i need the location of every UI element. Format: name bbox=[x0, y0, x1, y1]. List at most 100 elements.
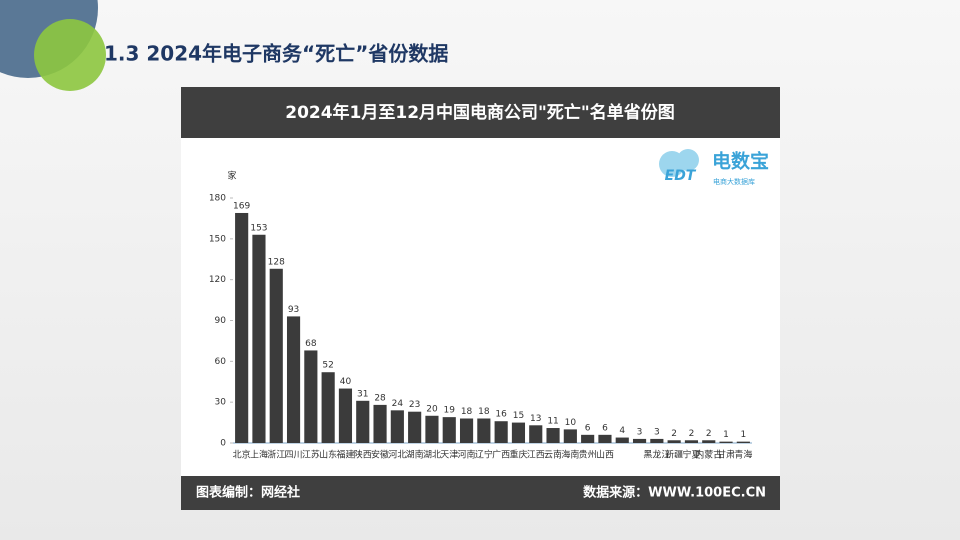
x-tick-label: 广西 bbox=[492, 449, 510, 461]
x-tick-label: 黑龙江 bbox=[643, 449, 670, 461]
x-tick-label: 山东 bbox=[319, 449, 337, 461]
value-label: 2 bbox=[671, 429, 677, 439]
y-tick-label: 90 bbox=[215, 316, 227, 326]
y-tick-label: 0 bbox=[220, 439, 226, 449]
y-tick-label: 30 bbox=[215, 398, 227, 408]
value-label: 1 bbox=[723, 430, 729, 440]
y-axis-label: 家 bbox=[227, 170, 236, 182]
value-label: 1 bbox=[740, 430, 746, 440]
value-label: 20 bbox=[426, 404, 438, 414]
y-tick-label: 180 bbox=[209, 194, 226, 204]
bar bbox=[511, 422, 526, 443]
x-tick-label: 江苏 bbox=[302, 449, 320, 461]
y-tick-label: 150 bbox=[209, 234, 226, 244]
x-tick-label: 上海 bbox=[250, 449, 268, 461]
logo: EDT 电数宝 电商大数据库 bbox=[659, 149, 769, 186]
plot: 0306090120150180北京169上海153浙江128四川93江苏68山… bbox=[209, 194, 753, 461]
y-tick-label: 60 bbox=[215, 357, 227, 367]
bar bbox=[304, 350, 318, 443]
deco-circle bbox=[34, 19, 106, 91]
bar bbox=[702, 440, 716, 443]
x-tick-label: 安徽 bbox=[371, 449, 389, 461]
bar bbox=[356, 400, 370, 443]
bar bbox=[529, 425, 543, 443]
x-tick-label: 浙江 bbox=[267, 449, 285, 461]
value-label: 19 bbox=[444, 406, 456, 416]
chart-header bbox=[181, 87, 780, 138]
bar bbox=[252, 234, 266, 443]
bar bbox=[719, 441, 733, 443]
x-tick-label: 四川 bbox=[285, 451, 303, 461]
x-tick-label: 贵州 bbox=[579, 449, 597, 461]
bar bbox=[459, 418, 474, 443]
x-tick-label: 新疆 bbox=[665, 449, 683, 461]
value-label: 128 bbox=[268, 257, 285, 267]
bar bbox=[667, 440, 681, 443]
x-tick-label: 河南 bbox=[458, 449, 476, 461]
bar bbox=[581, 434, 595, 443]
bar bbox=[615, 437, 629, 443]
value-label: 6 bbox=[602, 423, 608, 433]
value-label: 52 bbox=[322, 361, 333, 371]
x-tick-label: 江西 bbox=[527, 450, 545, 461]
logo-sub: 电商大数据库 bbox=[713, 177, 755, 186]
bar bbox=[235, 212, 249, 443]
value-label: 3 bbox=[637, 427, 643, 437]
bar bbox=[546, 428, 560, 443]
x-tick-label: 山西 bbox=[596, 450, 614, 461]
value-label: 169 bbox=[233, 201, 250, 211]
footer-left: 图表编制：网经社 bbox=[196, 485, 300, 501]
bar bbox=[650, 438, 664, 443]
value-label: 24 bbox=[392, 399, 404, 409]
value-label: 4 bbox=[619, 426, 625, 436]
bar bbox=[321, 372, 335, 443]
value-label: 18 bbox=[478, 407, 490, 417]
x-tick-label: 宁夏 bbox=[682, 449, 700, 461]
value-label: 28 bbox=[374, 393, 386, 403]
x-tick-label: 青海 bbox=[734, 449, 752, 461]
value-label: 11 bbox=[547, 417, 558, 427]
value-label: 31 bbox=[357, 389, 368, 399]
x-tick-label: 重庆 bbox=[509, 449, 527, 461]
bar bbox=[736, 441, 750, 443]
bar bbox=[494, 421, 508, 443]
x-tick-label: 湖北 bbox=[423, 450, 441, 461]
value-label: 153 bbox=[250, 223, 267, 233]
value-label: 10 bbox=[565, 418, 577, 428]
bar bbox=[684, 440, 699, 443]
bar bbox=[598, 434, 612, 443]
bar bbox=[632, 438, 647, 443]
x-tick-label: 辽宁 bbox=[475, 449, 493, 461]
value-label: 40 bbox=[340, 377, 352, 387]
bar bbox=[286, 316, 301, 443]
logo-mark: EDT bbox=[665, 168, 697, 184]
value-label: 68 bbox=[305, 339, 317, 349]
y-tick-label: 120 bbox=[209, 275, 226, 285]
bar bbox=[390, 410, 404, 443]
bar bbox=[563, 429, 577, 443]
chart-footer bbox=[181, 476, 780, 510]
bar bbox=[408, 411, 422, 443]
x-tick-label: 湖南 bbox=[406, 449, 424, 461]
logo-name: 电数宝 bbox=[712, 150, 769, 173]
value-label: 18 bbox=[461, 407, 473, 417]
x-tick-label: 甘肃 bbox=[717, 449, 735, 461]
x-tick-label: 天津 bbox=[440, 450, 458, 461]
bar bbox=[338, 388, 353, 443]
bar bbox=[477, 418, 491, 443]
value-label: 23 bbox=[409, 400, 420, 410]
x-tick-label: 陕西 bbox=[354, 449, 372, 461]
slide-title: 1.3 2024年电子商务“死亡”省份数据 bbox=[104, 42, 448, 66]
value-label: 15 bbox=[513, 411, 524, 421]
bar bbox=[425, 415, 439, 443]
value-label: 93 bbox=[288, 305, 299, 315]
value-label: 2 bbox=[706, 429, 712, 439]
x-tick-label: 北京 bbox=[233, 449, 251, 461]
value-label: 13 bbox=[530, 414, 541, 424]
bar bbox=[442, 417, 456, 443]
x-tick-label: 河北 bbox=[388, 449, 406, 461]
x-tick-label: 云南 bbox=[544, 449, 562, 461]
value-label: 6 bbox=[585, 423, 591, 433]
x-tick-label: 内蒙古 bbox=[695, 449, 722, 461]
